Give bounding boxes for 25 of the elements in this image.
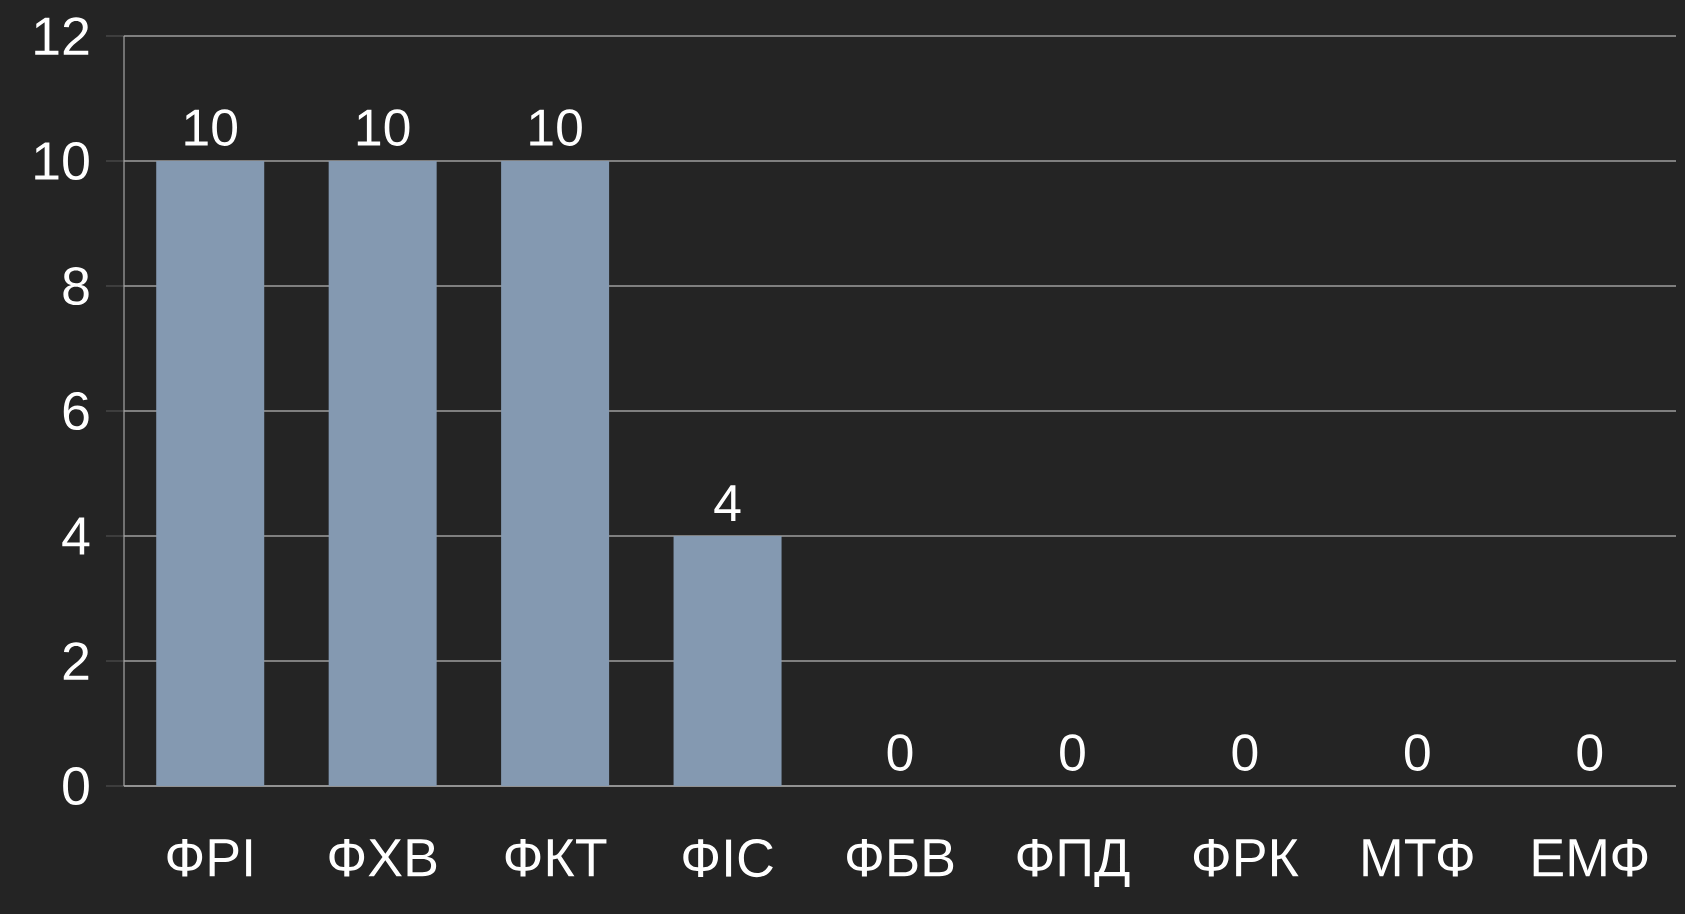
data-label: 10 [530, 109, 582, 146]
data-label: 0 [887, 734, 913, 771]
x-tick-label: ФІС [683, 839, 773, 878]
x-tick-label: ЕМФ [1533, 839, 1648, 877]
y-tick-label: 2 [63, 642, 89, 680]
x-tick-label: ФХВ [329, 839, 437, 877]
x-tick-label: ФРІ [167, 839, 252, 877]
y-tick-label: 12 [35, 17, 89, 55]
data-label: 4 [714, 485, 741, 521]
data-label: 0 [1577, 734, 1603, 771]
data-label: 10 [185, 109, 237, 146]
data-label: 0 [1232, 734, 1258, 771]
data-label: 0 [1404, 734, 1430, 771]
x-tick-label: ФКТ [505, 839, 607, 877]
y-tick-label: 0 [63, 766, 89, 806]
data-label: 10 [357, 109, 410, 146]
y-tick-label: 10 [35, 141, 89, 181]
x-tick-label: ФПД [1017, 839, 1130, 888]
x-tick-label: ФБВ [847, 839, 954, 877]
data-label: 0 [1060, 734, 1085, 771]
x-tick-label: ФРК [1193, 839, 1299, 877]
x-tick-label: МТФ [1363, 839, 1473, 877]
y-tick-label: 4 [62, 517, 90, 555]
y-tick-label: 8 [63, 266, 89, 306]
y-tick-label: 6 [63, 391, 89, 431]
